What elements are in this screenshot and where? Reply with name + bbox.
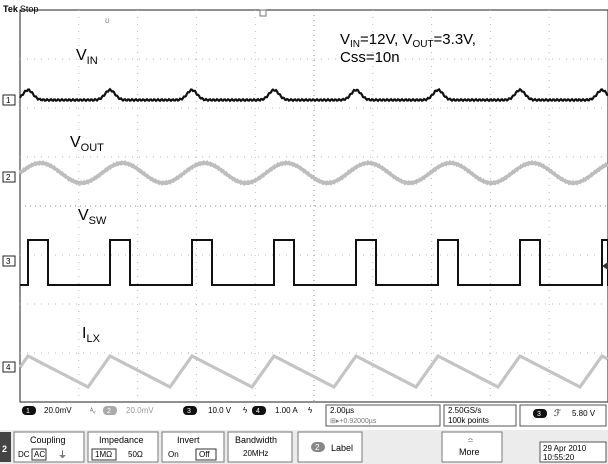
svg-text:2.00µs: 2.00µs bbox=[330, 406, 354, 415]
trigger-position-marker: ʊ bbox=[105, 16, 110, 25]
svg-text:2: 2 bbox=[6, 173, 11, 182]
rising-edge-icon: ℱ bbox=[554, 408, 561, 418]
datetime-readout: 29 Apr 2010 10:55:20 bbox=[539, 441, 607, 463]
ch1-scale[interactable]: 1 20.0mV ᴬᵥ bbox=[22, 406, 96, 415]
ch3-marker[interactable]: 3 bbox=[2, 255, 16, 267]
svg-text:⊞▸+0.92000µs: ⊞▸+0.92000µs bbox=[330, 418, 377, 425]
conditions-line2: Css=10n bbox=[340, 49, 400, 66]
svg-text:2: 2 bbox=[315, 443, 320, 452]
more-icon: ≏ bbox=[467, 436, 474, 445]
svg-text:10:55:20: 10:55:20 bbox=[543, 453, 575, 462]
ch4-marker[interactable]: 4 bbox=[2, 361, 16, 373]
impedance-menu[interactable]: Impedance 1MΩ 50Ω bbox=[87, 431, 159, 463]
svg-text:ᴬᵥ: ᴬᵥ bbox=[89, 407, 96, 415]
label-menu[interactable]: 2 Label bbox=[297, 431, 363, 463]
ilx-label: ILX bbox=[82, 325, 101, 345]
svg-text:5.80 V: 5.80 V bbox=[572, 409, 596, 418]
ilx-trace bbox=[18, 353, 608, 390]
ground-icon: ⏚ bbox=[58, 450, 67, 460]
svg-text:Bandwidth: Bandwidth bbox=[235, 435, 277, 445]
svg-text:29 Apr 2010: 29 Apr 2010 bbox=[543, 444, 587, 453]
svg-text:4: 4 bbox=[6, 363, 11, 372]
record-position-marker bbox=[259, 9, 267, 17]
brand-label: Tek Stop bbox=[3, 4, 38, 14]
svg-text:10.0 V: 10.0 V bbox=[208, 406, 232, 415]
svg-text:4: 4 bbox=[256, 408, 260, 415]
svg-text:ϟ: ϟ bbox=[308, 406, 313, 415]
vsw-trace bbox=[20, 239, 608, 286]
impedance-50[interactable]: 50Ω bbox=[128, 450, 143, 459]
svg-text:2: 2 bbox=[2, 444, 7, 454]
more-button[interactable]: ≏ More bbox=[441, 431, 503, 463]
ch2-scale[interactable]: 2 20.0mV bbox=[103, 406, 154, 415]
vout-label: VOUT bbox=[70, 134, 104, 154]
svg-text:2.50GS/s: 2.50GS/s bbox=[448, 406, 481, 415]
coupling-dc[interactable]: DC bbox=[18, 450, 30, 459]
vsw-label: VSW bbox=[78, 207, 107, 227]
svg-text:More: More bbox=[459, 447, 480, 457]
ch4-scale[interactable]: 4 1.00 A ϟ bbox=[252, 406, 313, 415]
svg-text:3: 3 bbox=[187, 408, 191, 415]
coupling-ac[interactable]: AC bbox=[34, 450, 45, 459]
conditions-line1: VIN=12V, VOUT=3.3V, bbox=[340, 31, 476, 50]
ch3-scale[interactable]: 3 10.0 V ϟ bbox=[183, 406, 248, 415]
invert-menu[interactable]: Invert On Off bbox=[161, 431, 225, 463]
ch2-marker[interactable]: 2 bbox=[2, 171, 16, 183]
invert-on[interactable]: On bbox=[168, 450, 179, 459]
graticule-grid bbox=[20, 10, 608, 402]
svg-text:1: 1 bbox=[26, 408, 30, 415]
trigger-level-arrow bbox=[602, 262, 608, 270]
svg-text:Label: Label bbox=[331, 443, 353, 453]
svg-text:20.0mV: 20.0mV bbox=[44, 406, 72, 415]
svg-text:Invert: Invert bbox=[177, 435, 200, 445]
svg-text:2: 2 bbox=[107, 408, 111, 415]
svg-text:1: 1 bbox=[6, 96, 11, 105]
ch1-marker[interactable]: 1 bbox=[2, 94, 16, 106]
vin-label: VIN bbox=[76, 47, 98, 67]
svg-text:3: 3 bbox=[537, 411, 541, 418]
timebase-readout[interactable]: 2.00µs ⊞▸+0.92000µs bbox=[325, 404, 441, 427]
acquisition-readout[interactable]: 2.50GS/s 100k points bbox=[443, 404, 517, 427]
menu-channel-tab bbox=[0, 432, 11, 462]
vin-trace bbox=[19, 87, 608, 103]
svg-text:Coupling: Coupling bbox=[30, 435, 66, 445]
svg-text:100k points: 100k points bbox=[448, 416, 489, 425]
svg-text:Impedance: Impedance bbox=[99, 435, 144, 445]
svg-text:3: 3 bbox=[6, 257, 11, 266]
svg-text:1.00 A: 1.00 A bbox=[275, 406, 298, 415]
vout-trace bbox=[18, 159, 608, 186]
trigger-readout[interactable]: 3 ℱ 5.80 V bbox=[519, 404, 607, 427]
coupling-menu[interactable]: Coupling DC AC ⏚ bbox=[13, 431, 85, 463]
svg-text:20.0mV: 20.0mV bbox=[126, 406, 154, 415]
invert-off[interactable]: Off bbox=[199, 450, 210, 459]
svg-text:20MHz: 20MHz bbox=[243, 449, 268, 458]
impedance-1m[interactable]: 1MΩ bbox=[95, 450, 112, 459]
bandwidth-menu[interactable]: Bandwidth 20MHz bbox=[227, 431, 293, 463]
svg-text:ϟ: ϟ bbox=[243, 406, 248, 415]
